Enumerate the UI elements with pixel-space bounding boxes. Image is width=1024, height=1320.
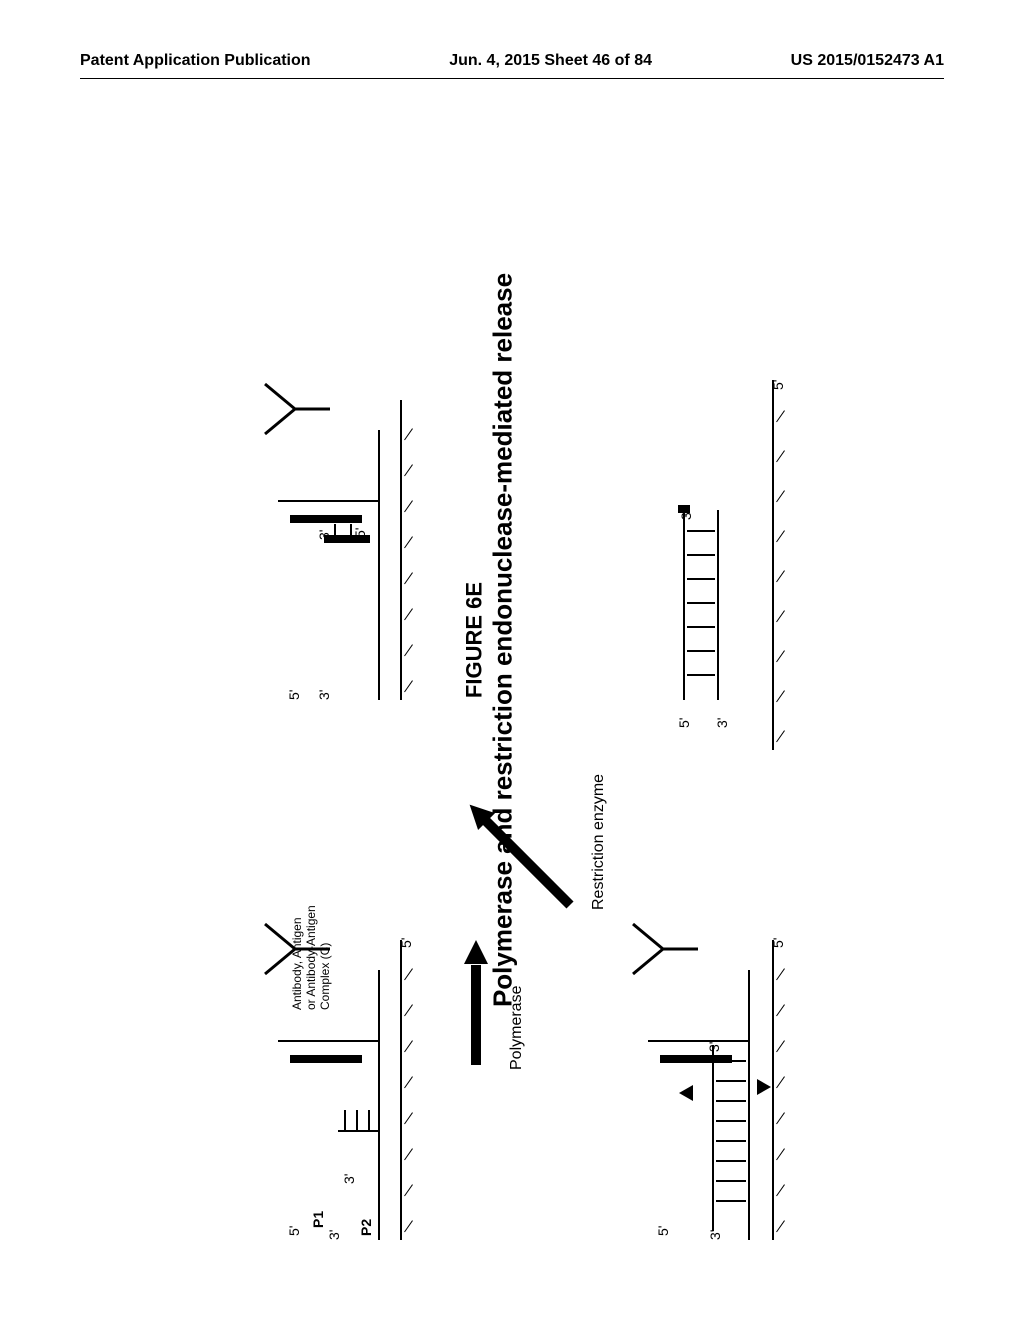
basepair <box>687 674 715 676</box>
surface-1 <box>400 940 402 1240</box>
three-prime-label: 3' <box>326 1230 342 1240</box>
restriction-label: Restriction enzyme <box>590 774 608 910</box>
header-rule <box>80 78 944 79</box>
arrow-head-icon <box>464 940 488 964</box>
basepair <box>716 1120 746 1122</box>
p1-backbone-2 <box>648 1040 748 1042</box>
anchor-strand-3 <box>378 430 380 700</box>
basepair <box>716 1180 746 1182</box>
five-prime-label: 5' <box>352 528 368 538</box>
basepair <box>716 1160 746 1162</box>
header-center: Jun. 4, 2015 Sheet 46 of 84 <box>449 52 652 70</box>
five-prime-label: 5' <box>655 1226 671 1236</box>
five-prime-label: 5' <box>676 718 692 728</box>
anchor-strand-1 <box>378 970 380 1240</box>
five-prime-label: 5' <box>286 1226 302 1236</box>
complementary-strand-2 <box>712 1045 714 1231</box>
diagram-area: 5' 5' P1 3' 3' P2 Antibody, Antigen or A… <box>130 140 944 1260</box>
surface-4 <box>772 380 774 750</box>
basepair <box>716 1200 746 1202</box>
three-prime-label: 3' <box>678 510 694 520</box>
basepair <box>687 578 715 580</box>
surface-3 <box>400 400 402 700</box>
three-prime-label: 3' <box>706 1042 722 1052</box>
antibody-note: Antibody, Antigen <box>290 917 304 1010</box>
p1-label: P1 <box>310 1211 326 1228</box>
released-strand-a <box>683 510 685 700</box>
header-left: Patent Application Publication <box>80 52 311 70</box>
basepair <box>716 1140 746 1142</box>
header-right: US 2015/0152473 A1 <box>791 52 944 70</box>
antibody-icon <box>260 374 330 444</box>
basepair <box>368 1110 370 1130</box>
five-prime-label: 5' <box>770 380 786 390</box>
p1-backbone-3 <box>278 500 378 502</box>
three-prime-label: 3' <box>316 690 332 700</box>
antibody-note: Complex (C) <box>318 943 332 1010</box>
page-header: Patent Application Publication Jun. 4, 2… <box>0 52 1024 70</box>
five-prime-label: 5' <box>398 938 414 948</box>
restriction-arrow <box>482 817 574 909</box>
basepair <box>716 1060 746 1062</box>
basepair <box>344 1110 346 1130</box>
basepair <box>687 650 715 652</box>
five-prime-label: 5' <box>286 690 302 700</box>
polymerase-label: Polymerase <box>508 986 526 1070</box>
three-prime-label: 3' <box>316 530 332 540</box>
basepair <box>716 1080 746 1082</box>
restriction-marker-icon <box>757 1079 771 1095</box>
basepair <box>687 554 715 556</box>
basepair <box>687 530 715 532</box>
three-prime-label: 3' <box>341 1174 357 1184</box>
three-prime-label: 3' <box>707 1230 723 1240</box>
restriction-marker-icon <box>679 1085 693 1101</box>
p1-backbone-1 <box>278 1040 378 1042</box>
basepair <box>334 524 336 536</box>
polymerase-arrow <box>471 965 481 1065</box>
p1-segment-3 <box>290 515 362 523</box>
basepair <box>716 1100 746 1102</box>
p2-strand-1 <box>338 1130 380 1132</box>
surface-2 <box>772 940 774 1240</box>
three-prime-label: 3' <box>714 718 730 728</box>
antibody-note: or Antibody-Antigen <box>304 905 318 1010</box>
basepair <box>356 1110 358 1130</box>
released-strand-b <box>717 510 719 700</box>
p1-segment-1 <box>290 1055 362 1063</box>
p2-label: P2 <box>358 1219 374 1236</box>
antibody-icon <box>628 914 698 984</box>
five-prime-label: 5' <box>770 938 786 948</box>
anchor-strand-2 <box>748 970 750 1240</box>
basepair <box>687 602 715 604</box>
basepair <box>687 626 715 628</box>
